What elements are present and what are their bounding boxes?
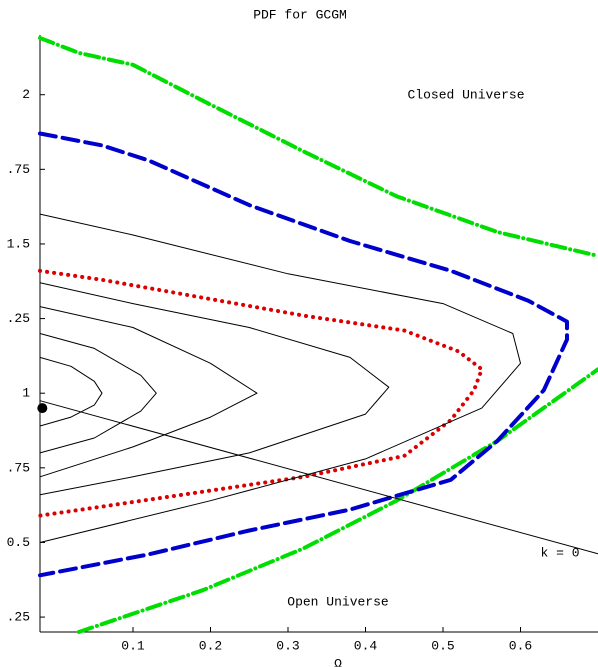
contour-line: [39, 356, 103, 427]
best-fit-point: [37, 403, 48, 414]
contour-line: [39, 306, 258, 478]
contour-line: [76, 367, 598, 634]
x-tick-label: 0.3: [276, 638, 299, 653]
y-tick-label: .25: [7, 311, 30, 326]
contour-line: [38, 131, 569, 578]
annotation: k = 0: [540, 545, 579, 560]
contour-line: [39, 400, 598, 555]
y-tick-label: 1.5: [7, 236, 30, 251]
annotation: Open Universe: [287, 594, 388, 609]
x-tick-label: 0.1: [121, 638, 145, 653]
contour-line: [38, 36, 598, 258]
y-tick-label: 2: [22, 87, 30, 102]
x-axis-label: Ω: [334, 656, 342, 667]
y-tick-label: 0.5: [7, 535, 30, 550]
chart-title: PDF for GCGM: [253, 7, 347, 22]
y-tick-label: .25: [7, 610, 30, 625]
contour-line: [39, 333, 157, 454]
annotation: Closed Universe: [407, 87, 524, 102]
contour-line: [39, 213, 521, 543]
x-tick-label: 0.6: [509, 638, 532, 653]
y-tick-label: .75: [7, 460, 30, 475]
y-tick-label: .75: [7, 162, 30, 177]
y-tick-label: 1: [22, 386, 30, 401]
x-tick-label: 0.4: [354, 638, 378, 653]
contour-line: [38, 268, 484, 518]
x-tick-label: 0.5: [431, 638, 454, 653]
x-tick-label: 0.2: [199, 638, 222, 653]
contour-line: [39, 282, 390, 496]
